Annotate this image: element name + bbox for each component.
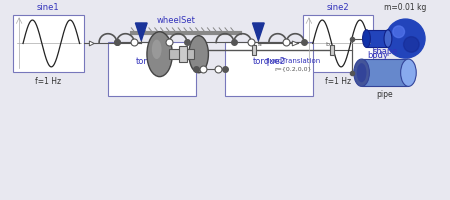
Circle shape: [393, 26, 405, 38]
Text: torque1: torque1: [135, 57, 168, 66]
FancyBboxPatch shape: [366, 30, 388, 47]
Polygon shape: [90, 41, 94, 46]
Ellipse shape: [189, 36, 208, 73]
Text: sine1: sine1: [37, 3, 60, 12]
FancyBboxPatch shape: [362, 59, 409, 86]
Text: sine2: sine2: [327, 3, 350, 12]
Text: m=0.01 kg: m=0.01 kg: [384, 3, 427, 12]
Text: b: b: [325, 42, 329, 47]
Text: a: a: [257, 42, 261, 47]
Text: fixedTranslation: fixedTranslation: [266, 58, 321, 64]
FancyBboxPatch shape: [252, 45, 256, 55]
Text: torque2: torque2: [252, 57, 285, 66]
Polygon shape: [292, 41, 298, 46]
Text: wheelSet: wheelSet: [157, 16, 196, 25]
FancyBboxPatch shape: [108, 42, 196, 96]
Text: f=1 Hz: f=1 Hz: [325, 77, 351, 86]
Polygon shape: [252, 23, 264, 41]
Ellipse shape: [354, 59, 369, 86]
Text: r={0.2,0,0}: r={0.2,0,0}: [274, 66, 312, 71]
Circle shape: [386, 19, 425, 58]
Ellipse shape: [384, 30, 392, 47]
Text: shape: shape: [372, 47, 398, 56]
Circle shape: [404, 37, 419, 52]
FancyBboxPatch shape: [13, 15, 84, 72]
FancyBboxPatch shape: [225, 42, 313, 96]
FancyBboxPatch shape: [179, 46, 187, 62]
Text: body: body: [367, 51, 387, 60]
FancyBboxPatch shape: [330, 45, 334, 55]
Ellipse shape: [400, 59, 416, 86]
Text: f=1 Hz: f=1 Hz: [35, 77, 62, 86]
FancyBboxPatch shape: [303, 15, 374, 72]
Ellipse shape: [147, 32, 172, 77]
Ellipse shape: [363, 30, 370, 47]
Ellipse shape: [357, 63, 366, 82]
Polygon shape: [135, 23, 147, 41]
Text: pipe: pipe: [377, 90, 393, 99]
Ellipse shape: [152, 40, 162, 59]
FancyBboxPatch shape: [169, 49, 194, 59]
